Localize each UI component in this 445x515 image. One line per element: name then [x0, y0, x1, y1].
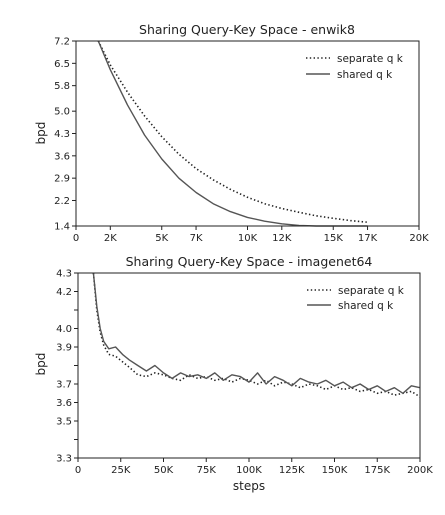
x-tick-label: 7K — [190, 233, 203, 244]
chart-panel-imagenet64: Sharing Query-Key Space - imagenet64 bpd… — [34, 254, 433, 493]
legend-label-shared: shared q k — [337, 69, 393, 81]
x-tick-label: 150K — [322, 465, 348, 476]
x-tick-label: 5K — [155, 233, 168, 244]
chart-title: Sharing Query-Key Space - imagenet64 — [126, 254, 373, 269]
x-axis-label: steps — [233, 479, 265, 493]
y-tick-label: 6.5 — [54, 59, 70, 70]
x-tick-label: 2K — [104, 233, 117, 244]
y-tick-label: 3.5 — [56, 417, 72, 428]
x-tick-label: 100K — [236, 465, 262, 476]
y-tick-label: 3.6 — [54, 151, 70, 162]
x-tick-label: 125K — [279, 465, 305, 476]
x-tick-label: 175K — [364, 465, 390, 476]
series-line-shared-q-k — [97, 40, 368, 227]
x-tick-label: 20K — [409, 233, 429, 244]
y-tick-label: 3.7 — [56, 380, 72, 391]
y-axis-label: bpd — [34, 122, 48, 145]
y-tick-label: 3.6 — [56, 398, 72, 409]
x-tick-label: 25K — [111, 465, 131, 476]
x-tick-label: 50K — [154, 465, 174, 476]
tick-group: 0 25K 50K 75K 100K 125K 150K 175K 200K 3.3 3.5 3.6 3… — [56, 269, 433, 477]
y-tick-label: 2.2 — [54, 196, 70, 207]
y-tick-label: 4.2 — [56, 287, 72, 298]
x-tick-label: 75K — [197, 465, 217, 476]
series-line-shared-q-k — [92, 272, 421, 394]
y-tick-label: 5.0 — [54, 107, 70, 118]
series-group — [97, 40, 368, 227]
series-line-separate-q-k — [92, 272, 421, 398]
legend-label-separate: separate q k — [338, 285, 405, 297]
x-tick-label: 15K — [324, 233, 344, 244]
series-line-separate-q-k — [97, 40, 368, 223]
y-tick-label: 4.0 — [56, 324, 72, 335]
y-tick-label: 3.9 — [56, 343, 72, 354]
plot-frame — [77, 272, 421, 459]
y-tick-label: 7.2 — [54, 37, 70, 48]
y-tick-label: 1.4 — [54, 222, 70, 233]
x-tick-label: 0 — [75, 465, 81, 476]
series-group — [92, 272, 421, 398]
x-tick-label: 17K — [358, 233, 378, 244]
tick-group: 0 2K 5K 7K 10K 12K 15K 17K 20K 1.4 2.2 2.9 3.6 4.3 5.0… — [54, 37, 429, 245]
y-tick-label: 5.8 — [54, 81, 70, 92]
legend-label-shared: shared q k — [338, 300, 394, 312]
y-axis-label: bpd — [34, 353, 48, 376]
y-tick-label: 4.3 — [56, 269, 72, 280]
y-tick-label: 2.9 — [54, 174, 70, 185]
legend: separate q k shared q k — [306, 53, 404, 81]
y-tick-label: 3.3 — [56, 454, 72, 465]
x-tick-label: 12K — [272, 233, 292, 244]
chart-title: Sharing Query-Key Space - enwik8 — [139, 22, 355, 37]
chart-panel-enwik8: Sharing Query-Key Space - enwik8 bpd 0 2K… — [34, 22, 429, 244]
x-tick-label: 10K — [238, 233, 258, 244]
plot-frame — [75, 40, 420, 227]
legend: separate q k shared q k — [307, 285, 405, 312]
x-tick-label: 200K — [407, 465, 433, 476]
x-tick-label: 0 — [73, 233, 79, 244]
y-tick-label: 4.3 — [54, 129, 70, 140]
legend-label-separate: separate q k — [337, 53, 404, 65]
